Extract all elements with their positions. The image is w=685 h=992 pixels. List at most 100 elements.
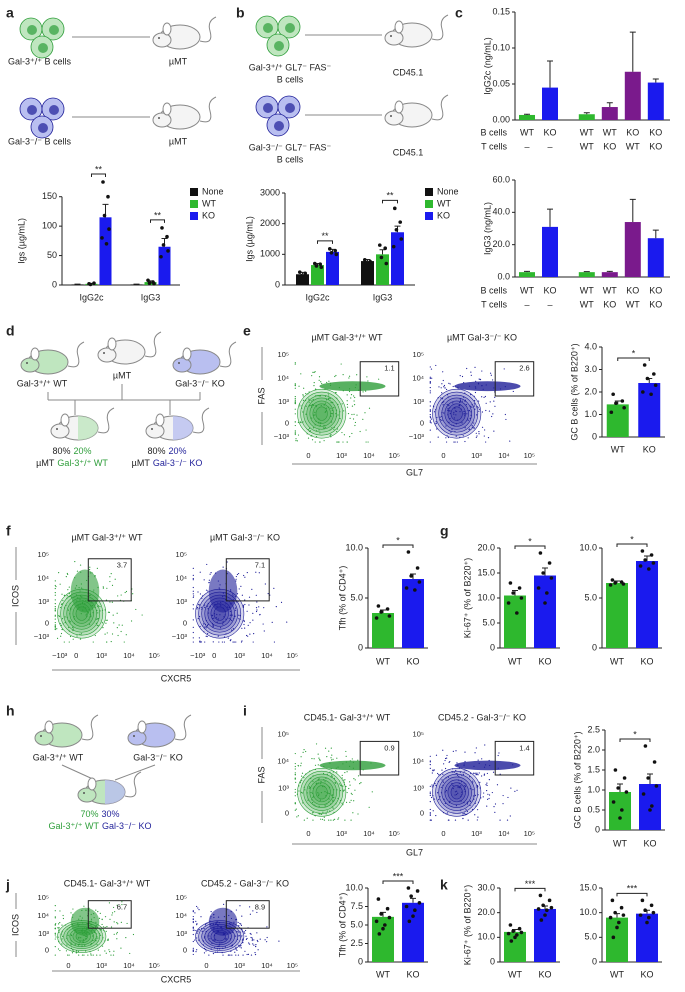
flow-dot — [227, 954, 229, 956]
data-point — [506, 931, 511, 936]
flow-dot — [247, 635, 249, 637]
flow-dot — [472, 789, 474, 791]
x-tick-label: KO — [543, 285, 556, 295]
flow-contour — [207, 927, 232, 946]
data-point — [377, 243, 382, 247]
flow-dot — [429, 421, 431, 423]
flow-dot — [294, 788, 296, 791]
flow-dot — [249, 906, 251, 908]
flow-dot — [98, 917, 101, 919]
data-point — [406, 886, 411, 890]
flow-dot — [330, 402, 332, 404]
flow-dot — [64, 616, 66, 618]
flow-dot — [294, 401, 296, 403]
bar — [402, 579, 424, 648]
flow-dot — [481, 370, 483, 372]
x-tick-label: WT — [626, 299, 640, 309]
flow-contour — [312, 403, 331, 424]
flow-dot — [333, 796, 335, 799]
flow-dot — [206, 635, 208, 638]
flow-dot — [101, 918, 103, 920]
flow-dot — [365, 429, 367, 431]
flow-dot — [79, 940, 81, 943]
flow-dot — [481, 775, 483, 777]
flow-dot — [54, 587, 56, 590]
x-tick-label: WT — [520, 127, 534, 137]
flow-dot — [295, 808, 297, 810]
mouse-eye — [133, 735, 135, 737]
flow-dot — [223, 903, 225, 905]
flow-dot — [475, 774, 477, 776]
flow-dot — [256, 609, 258, 611]
error-bar — [652, 78, 659, 83]
mouse-icon — [384, 14, 449, 48]
flow-contour — [309, 400, 334, 427]
flow-dot — [336, 771, 338, 773]
flow-dot — [294, 802, 296, 805]
mouse-icon — [34, 714, 99, 748]
flow-y-tick-label: −10³ — [172, 632, 188, 641]
flow-dot — [229, 614, 231, 616]
flow-x-tick-label: 0 — [74, 651, 78, 660]
flow-dot — [76, 570, 79, 572]
flow-dot — [217, 635, 219, 637]
flow-dot — [306, 817, 308, 819]
flow-dot — [351, 405, 354, 407]
flow-contour — [69, 927, 94, 946]
data-point — [611, 800, 616, 804]
flow-dot — [67, 954, 69, 956]
flow-dot — [109, 918, 111, 920]
mouse-head — [77, 787, 97, 803]
flow-y-label: FAS — [256, 766, 266, 783]
bar — [372, 613, 394, 648]
flow-dot — [222, 566, 224, 568]
mouse-icon — [152, 96, 217, 130]
data-point — [102, 213, 107, 218]
bar — [638, 383, 661, 437]
flow-dot — [460, 785, 462, 787]
flow-dot — [314, 764, 317, 766]
flow-dot — [87, 954, 89, 956]
data-point — [654, 784, 659, 788]
flow-dot — [244, 950, 246, 952]
flow-dot — [242, 954, 244, 956]
flow-dot — [70, 912, 72, 914]
flow-dot — [301, 792, 303, 794]
flow-dot — [241, 594, 243, 596]
flow-dot — [328, 380, 330, 382]
error-bar — [542, 567, 548, 576]
flow-dot — [459, 401, 461, 404]
flow-dot — [303, 387, 305, 389]
data-point — [615, 925, 619, 930]
flow-dot — [324, 804, 326, 806]
mouse-patch — [105, 780, 125, 804]
data-point — [651, 561, 656, 565]
flow-dot — [429, 405, 431, 407]
flow-dot — [208, 954, 210, 956]
flow-x-tick-label: 10⁵ — [389, 451, 400, 460]
error-bar — [629, 198, 636, 223]
mouse-head — [384, 110, 404, 126]
flow-dot — [295, 438, 297, 440]
data-point — [381, 926, 385, 931]
flow-dot — [311, 400, 313, 402]
flow-y-tick-label: 10³ — [413, 397, 424, 406]
flow-contour — [432, 767, 482, 817]
flow-dot — [301, 772, 304, 774]
flow-dot — [429, 761, 431, 763]
data-point — [404, 586, 409, 590]
flow-dot — [504, 413, 506, 416]
y-tick-label: 150 — [42, 191, 57, 201]
row-name: B cells — [480, 127, 507, 137]
flow-dot — [487, 437, 490, 439]
flow-x-tick-label: 10³ — [471, 451, 482, 460]
flow-dot — [69, 621, 72, 623]
mouse-tail — [124, 771, 142, 798]
flow-dot — [477, 407, 479, 409]
y-axis-label: GC B cells (% of B220⁺) — [569, 343, 579, 440]
flow-dot — [348, 390, 351, 393]
legend-label: WT — [202, 198, 216, 208]
donor-label: Gal-3⁺/⁺ WT — [33, 752, 84, 762]
flow-dot — [54, 615, 56, 617]
flow-x-tick-label: 10³ — [336, 451, 347, 460]
